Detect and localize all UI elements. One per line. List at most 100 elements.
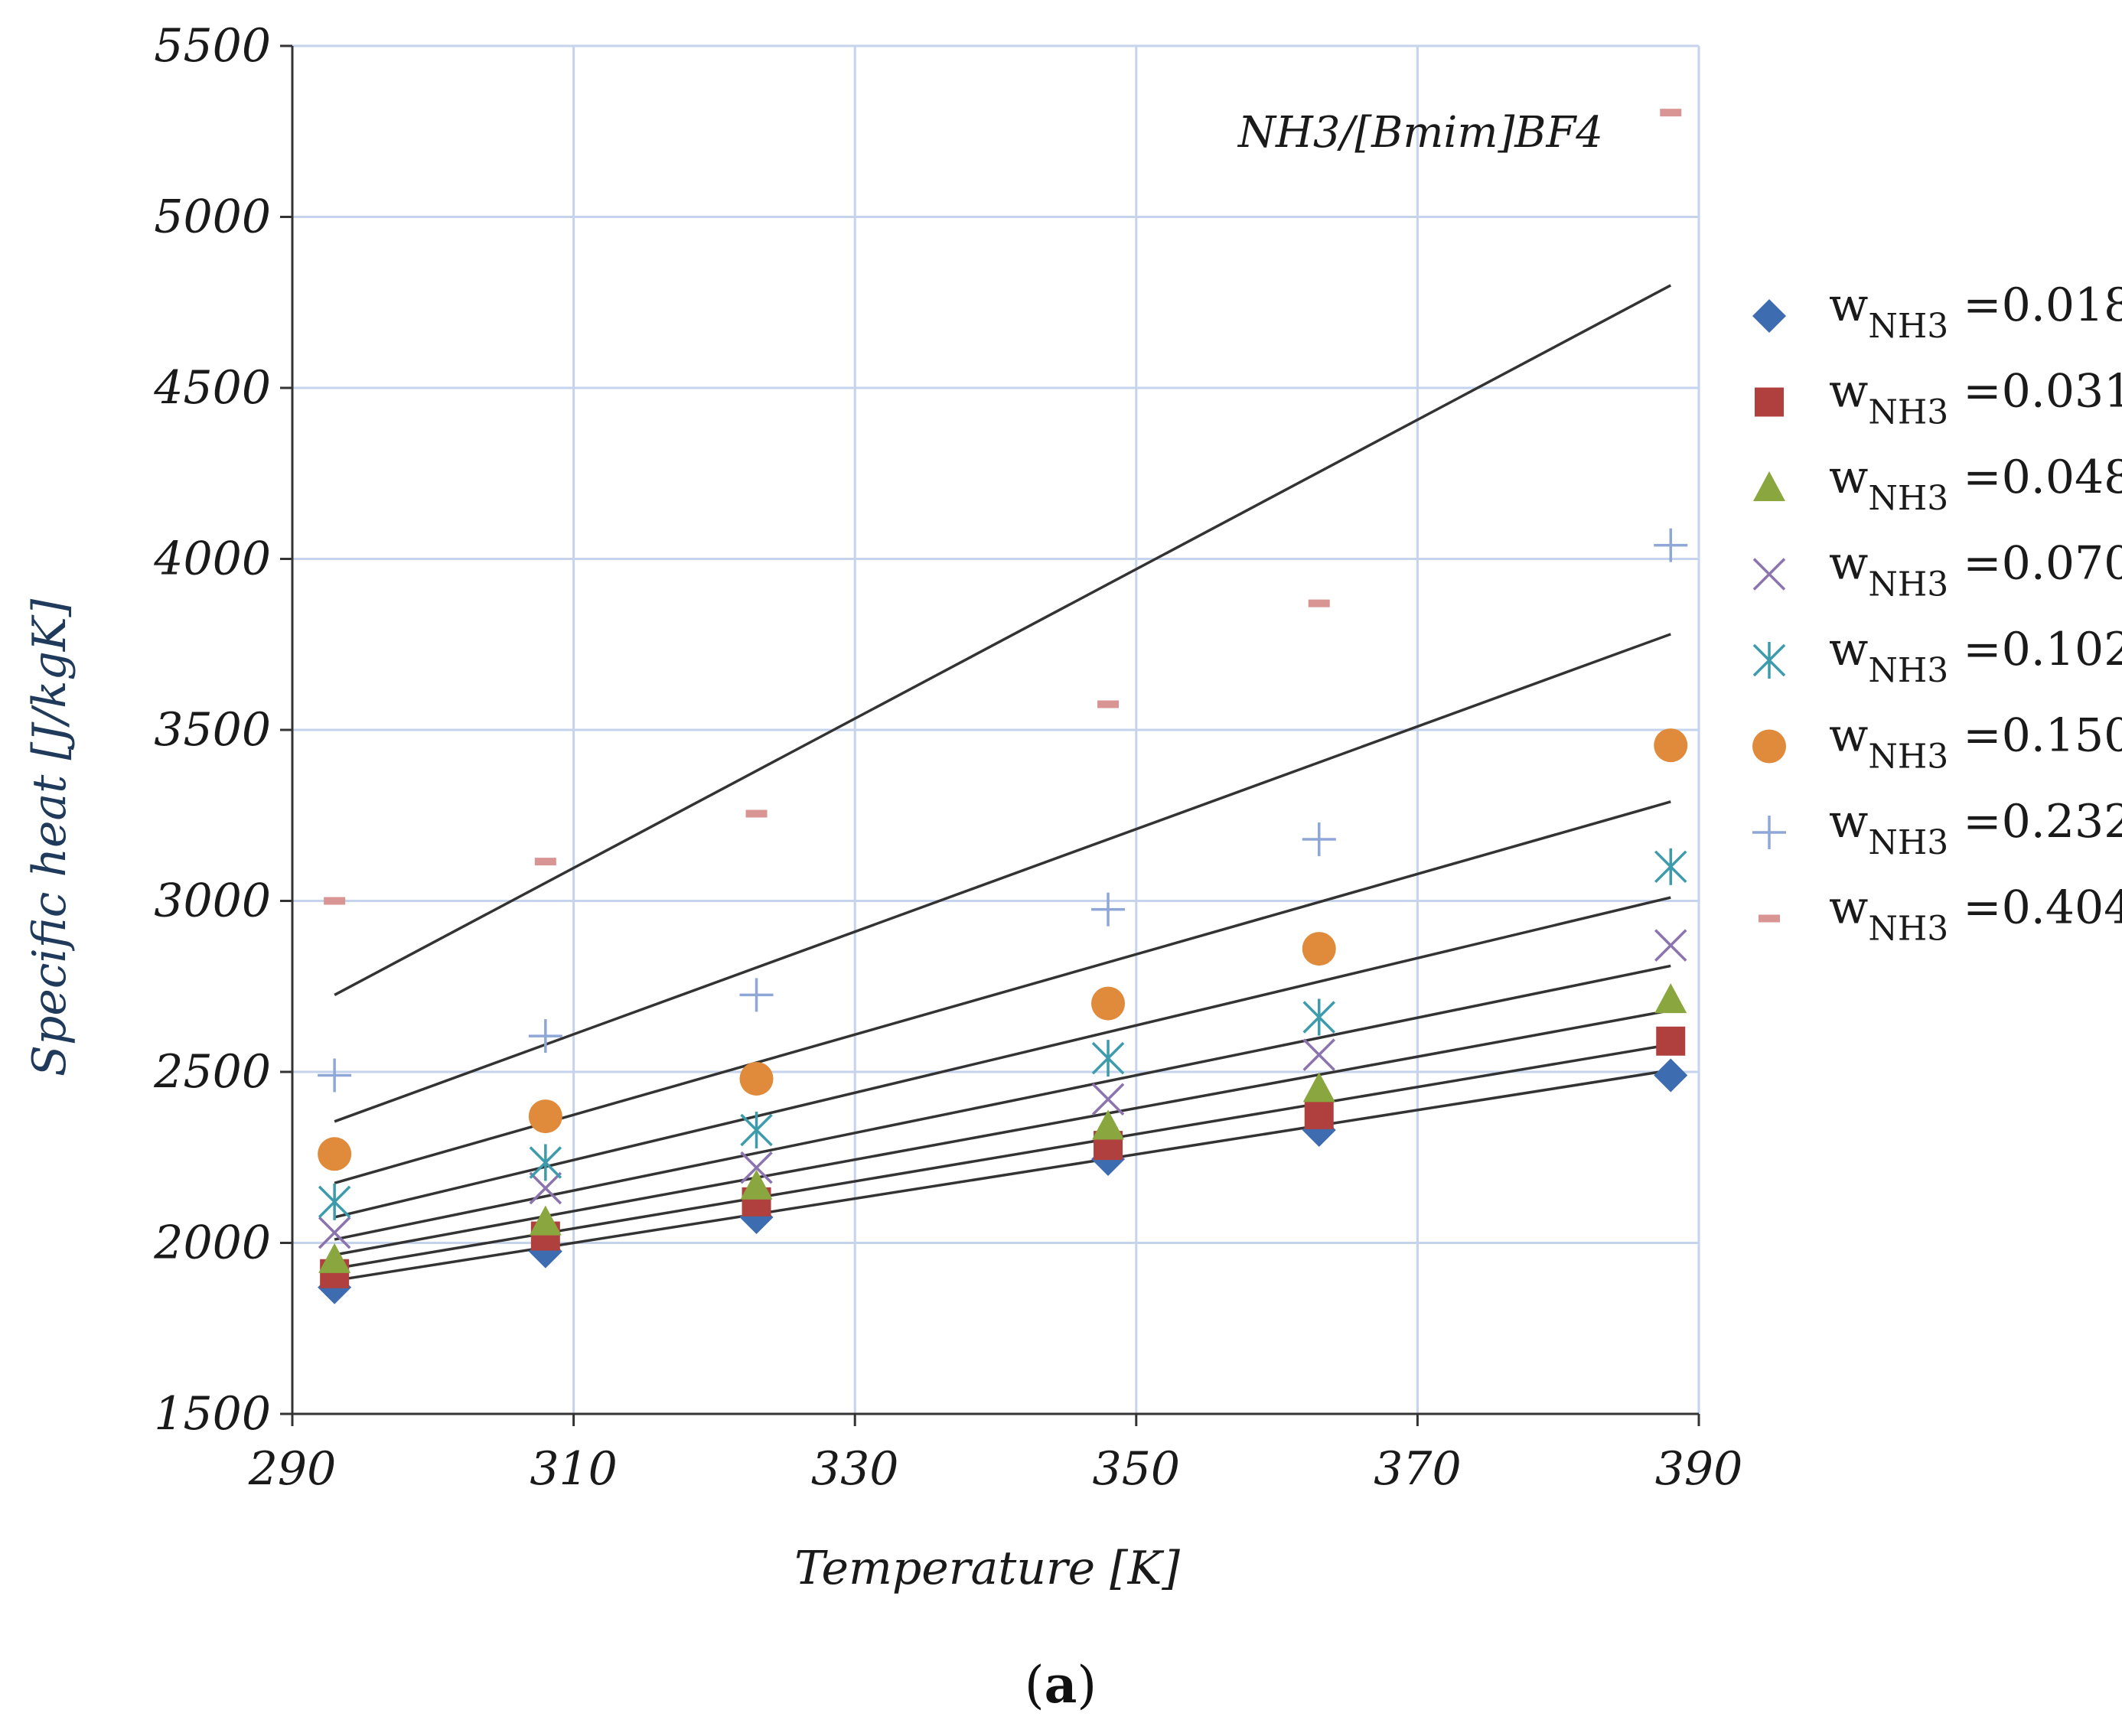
point-0.102-293 (318, 1183, 351, 1220)
point-0.404-388 (1660, 109, 1682, 117)
y-tick-label: 4000 (153, 533, 271, 586)
caption-close-paren: ) (1077, 1656, 1097, 1715)
y-axis-title: Specific heat [J/kgK] (23, 598, 77, 1076)
legend-item-0.102: wNH3 =0.102 (1752, 623, 2122, 690)
point-0.150-388 (1654, 728, 1688, 763)
point-0.102-388 (1654, 848, 1687, 885)
point-0.404-323 (745, 809, 768, 818)
legend-item-0.150: wNH3 =0.150 (1752, 709, 2122, 777)
legend-label-value: =0.150 (1948, 709, 2122, 763)
point-0.048-293 (318, 1243, 351, 1273)
fit-line-0.070 (334, 964, 1671, 1241)
point-0.404-348 (1097, 700, 1120, 708)
legend-label-subscript: NH3 (1868, 651, 1948, 690)
point-0.150-323 (739, 1061, 774, 1096)
point-0.232-363 (1302, 822, 1336, 857)
legend-label-prefix: w (1829, 709, 1868, 763)
legend-marker-0.232 (1752, 816, 1786, 849)
y-tick-label: 1500 (154, 1387, 271, 1441)
point-0.232-323 (739, 978, 774, 1012)
point-0.232-293 (318, 1058, 352, 1093)
legend-marker-0.070 (1752, 558, 1786, 591)
legend-label-prefix: w (1829, 365, 1868, 419)
x-stroke (1752, 558, 1786, 591)
caption-open-paren: ( (1025, 1656, 1045, 1715)
point-0.150-348 (1091, 986, 1126, 1021)
x-stroke (1091, 1083, 1125, 1116)
fit-lines (334, 284, 1672, 1282)
legend-label-0.018: wNH3 =0.018 (1829, 278, 2122, 346)
point-0.102-323 (740, 1111, 773, 1148)
point-0.048-308 (529, 1205, 562, 1236)
point-0.070-293 (318, 1216, 351, 1249)
legend-label-value: =0.404 (1948, 881, 2122, 935)
caption-letter: a (1045, 1655, 1077, 1715)
legend-label-0.048: wNH3 =0.048 (1829, 451, 2122, 518)
point-0.048-323 (740, 1169, 773, 1200)
legend-label-prefix: w (1829, 795, 1868, 848)
point-0.070-323 (740, 1151, 773, 1184)
legend-marker-0.018 (1752, 299, 1786, 333)
y-tick-labels: 1500 2000 2500 3000 3500 4000 4500 5000 5500 (153, 19, 271, 1441)
legend-label-subscript: NH3 (1868, 910, 1948, 949)
legend-item-0.018: wNH3 =0.018 (1752, 278, 2122, 346)
y-tick-label: 2000 (153, 1217, 271, 1270)
point-0.404-363 (1308, 599, 1330, 607)
x-stroke (740, 1151, 773, 1184)
legend-label-0.102: wNH3 =0.102 (1829, 623, 2122, 690)
legend-marker-0.102 (1752, 642, 1786, 679)
legend-label-value: =0.102 (1948, 623, 2122, 676)
point-0.232-308 (528, 1019, 562, 1054)
legend-label-0.232: wNH3 =0.232 (1829, 795, 2122, 862)
legend-label-subscript: NH3 (1868, 565, 1948, 604)
legend-marker-0.031 (1755, 387, 1784, 417)
legend-label-prefix: w (1829, 451, 1868, 504)
legend-label-0.031: wNH3 =0.031 (1829, 365, 2122, 432)
x-stroke (1654, 929, 1687, 962)
fit-line-0.404 (334, 284, 1672, 996)
legend-label-0.404: wNH3 =0.404 (1829, 881, 2122, 949)
y-tick-label: 3000 (154, 875, 271, 928)
point-0.404-308 (534, 858, 556, 866)
point-0.070-388 (1654, 929, 1687, 962)
y-tick-label: 5500 (154, 19, 271, 73)
y-tick-label: 5000 (154, 191, 271, 244)
fit-line-0.102 (334, 896, 1671, 1219)
x-tick-label: 350 (1093, 1442, 1181, 1496)
legend-label-prefix: w (1829, 623, 1868, 676)
point-0.018-388 (1654, 1058, 1688, 1093)
point-0.102-363 (1302, 998, 1335, 1036)
data-points (318, 109, 1688, 1304)
point-0.031-363 (1304, 1099, 1334, 1129)
legend-marker-0.404 (1759, 914, 1780, 923)
y-tick-label: 4500 (153, 361, 271, 415)
fit-line-0.232 (334, 633, 1671, 1123)
point-0.404-293 (324, 897, 346, 905)
legend-label-prefix: w (1829, 537, 1868, 591)
legend-label-subscript: NH3 (1868, 738, 1948, 777)
axes (280, 44, 1700, 1426)
legend-label-0.150: wNH3 =0.150 (1829, 709, 2122, 777)
point-0.048-363 (1302, 1072, 1335, 1103)
x-stroke (1302, 1038, 1335, 1071)
legend-label-0.070: wNH3 =0.070 (1829, 537, 2122, 604)
point-0.102-348 (1091, 1040, 1125, 1077)
legend-label-value: =0.048 (1948, 451, 2122, 504)
fit-line-0.048 (334, 1008, 1671, 1256)
x-tick-label: 370 (1374, 1442, 1462, 1496)
point-0.070-308 (529, 1171, 562, 1205)
legend-label-subscript: NH3 (1868, 307, 1948, 346)
x-tick-label: 310 (530, 1442, 618, 1496)
point-0.048-348 (1092, 1109, 1125, 1140)
legend-item-0.404: wNH3 =0.404 (1759, 881, 2122, 949)
legend-label-subscript: NH3 (1868, 479, 1948, 518)
x-tick-labels: 290 310 330 350 370 390 (248, 1442, 1743, 1496)
legend-label-subscript: NH3 (1868, 393, 1948, 432)
legend-item-0.070: wNH3 =0.070 (1752, 537, 2122, 604)
legend-label-subscript: NH3 (1868, 823, 1948, 862)
legend-item-0.031: wNH3 =0.031 (1755, 365, 2122, 432)
legend-marker-0.048 (1753, 471, 1785, 501)
x-tick-label: 290 (248, 1442, 337, 1496)
legend-label-prefix: w (1829, 278, 1868, 332)
